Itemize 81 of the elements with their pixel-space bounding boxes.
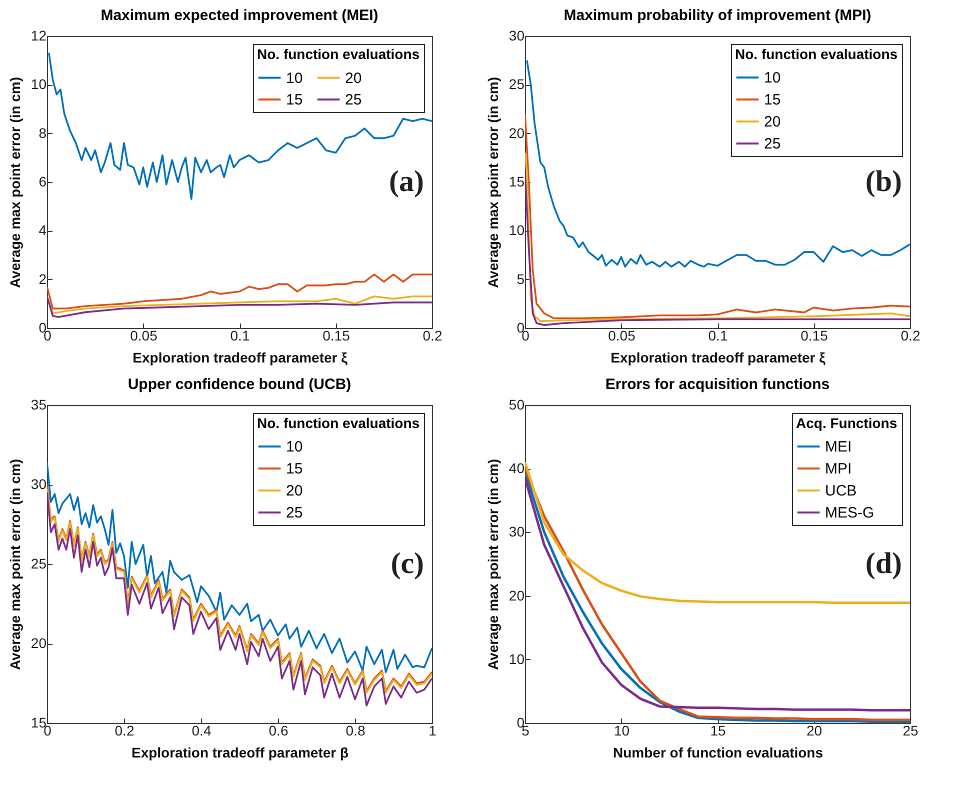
y-axis-title: Average max point error (in cm) (484, 458, 501, 670)
line-series (47, 295, 432, 314)
y-tick-label: 20 (508, 587, 525, 604)
y-axis-title: Average max point error (in cm) (484, 76, 501, 288)
chart-title: Errors for acquisition functions (605, 376, 830, 393)
legend-label: 10 (286, 70, 303, 87)
x-axis-title: Number of function evaluations (612, 744, 824, 760)
legend-label: 15 (764, 92, 781, 108)
x-tick-label: 0.8 (346, 722, 366, 738)
x-tick-label: 0.4 (192, 722, 212, 738)
line-series (526, 59, 910, 268)
annotation: (a) (389, 165, 424, 198)
annotation: (c) (390, 547, 424, 580)
y-axis-title: Average max point error (in cm) (6, 76, 23, 288)
legend-label: 25 (286, 504, 303, 522)
legend-title: No. function evaluations (257, 46, 420, 62)
legend-label: UCB (825, 482, 857, 500)
x-tick-label: 0.2 (422, 328, 442, 344)
y-tick-label: 10 (508, 222, 525, 238)
y-tick-label: 5 (516, 270, 525, 287)
x-tick-label: 20 (806, 722, 822, 738)
line-series (525, 460, 910, 604)
y-tick-label: 25 (508, 76, 525, 92)
legend-title: No. function evaluations (735, 46, 898, 62)
legend-label: MPI (825, 460, 852, 478)
y-tick-label: 2 (38, 270, 47, 287)
chart-title: Maximum probability of improvement (MPI) (564, 7, 872, 24)
x-tick-label: 0.6 (268, 722, 288, 738)
x-tick-label: 1 (428, 722, 437, 738)
legend-label: 25 (764, 136, 781, 152)
x-tick-label: 15 (710, 722, 726, 738)
x-tick-label: 0.15 (322, 328, 350, 344)
x-tick-label: 0.05 (130, 328, 158, 344)
legend-label: 20 (764, 114, 781, 130)
x-axis-title: Exploration tradeoff parameter ξ (132, 350, 348, 366)
x-axis-title: Exploration tradeoff parameter β (131, 744, 349, 760)
line-series (47, 274, 432, 310)
x-tick-label: 10 (614, 722, 630, 738)
x-tick-label: 0.05 (608, 328, 636, 344)
y-tick-label: 8 (38, 124, 47, 141)
y-tick-label: 30 (508, 28, 525, 44)
y-tick-label: 15 (508, 174, 525, 190)
line-series (47, 461, 432, 674)
line-series (525, 112, 910, 320)
y-tick-label: 20 (30, 635, 47, 651)
y-tick-label: 6 (38, 174, 47, 190)
y-tick-label: 30 (30, 476, 47, 492)
y-tick-label: 12 (30, 28, 47, 44)
legend-title: No. function evaluations (257, 415, 420, 431)
legend-label: 20 (345, 70, 362, 87)
legend-label: MEI (825, 438, 852, 456)
y-tick-label: 30 (508, 524, 525, 540)
legend-label: 15 (286, 460, 303, 478)
y-tick-label: 10 (30, 76, 47, 92)
annotation: (d) (865, 547, 902, 580)
x-tick-label: 0.15 (800, 328, 828, 344)
y-tick-label: 40 (508, 460, 525, 476)
chart-title: Upper confidence bound (UCB) (128, 376, 352, 393)
x-tick-label: 0.2 (900, 328, 920, 344)
legend-label: MES-G (825, 504, 874, 522)
y-tick-label: 35 (30, 396, 47, 412)
x-axis-title: Exploration tradeoff parameter ξ (610, 350, 826, 366)
x-tick-label: 0.1 (230, 328, 250, 344)
annotation: (b) (865, 165, 902, 198)
chart-title: Maximum expected improvement (MEI) (100, 7, 378, 24)
x-tick-label: 25 (902, 722, 918, 738)
legend-label: 10 (286, 438, 303, 456)
legend-label: 25 (345, 92, 362, 108)
legend-label: 20 (286, 482, 303, 500)
y-tick-label: 25 (30, 556, 47, 572)
legend-title: Acq. Functions (796, 415, 898, 431)
legend-label: 15 (286, 92, 303, 108)
legend-label: 10 (764, 70, 781, 86)
y-axis-title: Average max point error (in cm) (6, 458, 23, 670)
x-tick-label: 0.2 (114, 722, 134, 738)
y-tick-label: 50 (508, 396, 525, 412)
y-tick-label: 10 (508, 650, 525, 667)
y-tick-label: 20 (508, 124, 525, 141)
y-tick-label: 4 (38, 222, 47, 238)
x-tick-label: 0.1 (708, 328, 728, 344)
line-series (47, 295, 432, 318)
